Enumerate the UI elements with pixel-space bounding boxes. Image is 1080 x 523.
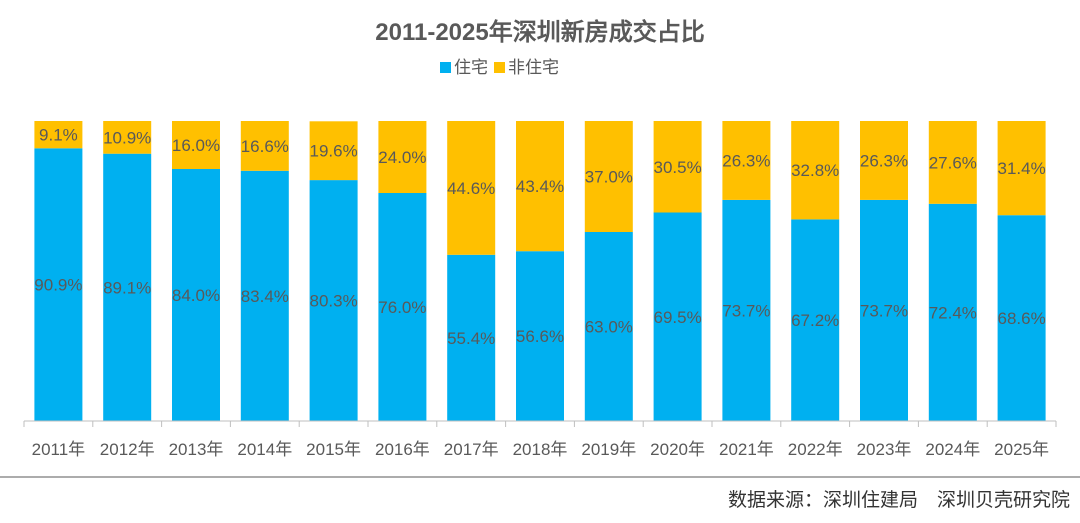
data-label: 67.2% [791,311,839,330]
bar-non-residential [860,121,908,200]
legend-swatch-1 [494,62,505,73]
x-tick-label: 2025年 [994,440,1049,459]
bar-residential [240,170,289,421]
bar-residential [516,251,564,421]
bar-non-residential [34,121,83,149]
bar-residential [928,203,977,421]
x-tick-label: 2022年 [788,440,843,459]
bar-non-residential [928,121,977,204]
x-tick-label: 2018年 [513,440,568,459]
bar-non-residential [240,121,289,171]
bar-residential [309,180,358,421]
data-label: 37.0% [585,168,633,187]
bar-residential [791,219,840,421]
bar-non-residential [309,121,358,181]
data-label: 19.6% [309,142,357,161]
bar-residential [584,232,633,421]
data-label: 55.4% [447,329,495,348]
data-label: 26.3% [722,151,770,170]
data-label: 80.3% [309,292,357,311]
bar-non-residential [172,121,220,169]
source-note: 数据来源：深圳住建局 深圳贝壳研究院 [728,489,1070,511]
data-label: 44.6% [447,179,495,198]
data-label: 89.1% [103,278,151,297]
data-label: 69.5% [653,308,701,327]
bar-non-residential [516,121,564,252]
legend-label-1: 非住宅 [508,58,559,77]
data-label: 31.4% [997,159,1045,178]
bar-non-residential [653,121,702,213]
x-tick-label: 2014年 [237,440,292,459]
x-tick-label: 2021年 [719,440,774,459]
legend-swatch-0 [440,62,451,73]
bar-non-residential [791,121,840,220]
bar-non-residential [103,121,152,154]
data-label: 10.9% [103,128,151,147]
bar-non-residential [722,121,771,200]
x-tick-label: 2023年 [857,440,912,459]
data-label: 83.4% [241,287,289,306]
bars: 90.9% 9.1% 89.1% 10.9% 84.0% 16.0% 83.4% 16.6% 8… [34,121,1046,422]
data-label: 56.6% [516,327,564,346]
x-tick-label: 2019年 [581,440,636,459]
x-tick-label: 2017年 [444,440,499,459]
bar-non-residential [584,121,633,232]
bar-residential [34,148,83,422]
data-label: 63.0% [585,318,633,337]
data-label: 26.3% [860,151,908,170]
data-label: 24.0% [378,148,426,167]
data-label: 16.6% [241,137,289,156]
x-tick-label: 2012年 [100,440,155,459]
data-label: 72.4% [929,303,977,322]
x-tick-label: 2016年 [375,440,430,459]
bar-residential [447,254,496,421]
bar-residential [722,199,771,421]
data-label: 32.8% [791,161,839,180]
x-tick-label: 2020年 [650,440,705,459]
data-label: 27.6% [929,153,977,172]
bar-non-residential [378,121,427,193]
data-label: 9.1% [39,126,78,145]
bar-non-residential [997,121,1046,216]
data-label: 76.0% [378,298,426,317]
data-label: 73.7% [860,301,908,320]
bar-residential [172,169,220,421]
data-label: 68.6% [997,309,1045,328]
x-tick-label: 2011年 [32,440,86,459]
x-tick-label: 2013年 [169,440,224,459]
data-label: 16.0% [172,136,220,155]
chart-title: 2011-2025年深圳新房成交占比 [375,18,704,46]
x-tick-label: 2015年 [306,440,361,459]
bar-residential [997,215,1046,421]
data-label: 90.9% [34,276,82,295]
bar-residential [378,193,427,421]
bar-non-residential [447,121,496,255]
data-label: 43.4% [516,177,564,196]
x-axis-labels: 2011年 2012年 2013年 2014年 2015年 2016年 2017年 2018年… [23,421,1057,459]
bar-residential [653,212,702,421]
data-label: 84.0% [172,286,220,305]
bar-residential [860,199,908,421]
legend: 住宅 非住宅 [440,58,559,77]
bar-residential [103,153,152,421]
legend-label-0: 住宅 [454,58,488,77]
x-tick-label: 2024年 [925,440,980,459]
data-label: 73.7% [722,301,770,320]
data-label: 30.5% [653,158,701,177]
